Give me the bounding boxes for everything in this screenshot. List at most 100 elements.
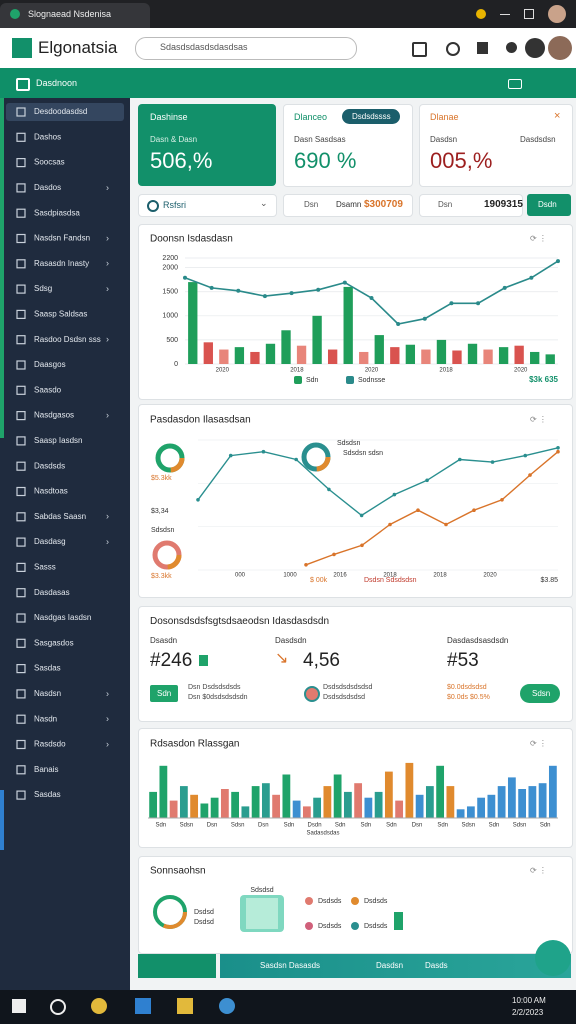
kpi-value: #53 <box>447 650 479 671</box>
filter-label: Dsn <box>304 200 319 209</box>
button-text[interactable]: Sdn <box>157 689 172 698</box>
icon[interactable] <box>412 42 427 57</box>
profile[interactable] <box>548 5 566 23</box>
chevron: › <box>106 258 109 268</box>
bottom-item[interactable]: Sasdsn Dasasds <box>260 961 321 970</box>
tab-title[interactable]: Slognaead Nsdenisa <box>28 9 112 19</box>
badge-text[interactable]: Dsdsdssss <box>352 112 391 121</box>
sidebar-item[interactable]: Sasdpiasdsa <box>34 208 80 217</box>
sidebar-item[interactable]: Sasdas <box>34 790 61 799</box>
app-icon[interactable] <box>91 998 107 1014</box>
button[interactable] <box>150 685 178 702</box>
app-icon[interactable] <box>135 998 151 1014</box>
label: Dsdsds <box>318 923 342 930</box>
app-icon[interactable] <box>177 998 193 1014</box>
search-placeholder[interactable]: Sdasdsdasdsdasdsas <box>160 42 248 52</box>
search-box[interactable] <box>135 37 357 60</box>
sidebar-item[interactable]: Sasgasdos <box>34 638 74 647</box>
sidebar-item[interactable]: Rasasdn Inasty <box>34 259 89 268</box>
point <box>196 498 200 502</box>
button-text[interactable]: Sdsn <box>532 689 551 698</box>
sidebar-item[interactable]: Rasdoo Dsdsn sss <box>34 335 101 344</box>
sidebar-item[interactable]: Saasdo <box>34 385 62 394</box>
bar <box>313 797 322 818</box>
line <box>197 447 559 517</box>
sidebar-item[interactable]: Sabdas Saasn <box>34 512 86 521</box>
point <box>556 259 560 264</box>
card-sub: Dasdsdsn <box>520 135 556 144</box>
point <box>556 449 560 454</box>
sidebar-icon <box>16 638 26 648</box>
button[interactable] <box>520 684 560 703</box>
badge[interactable] <box>342 109 400 124</box>
sidebar-item[interactable]: Desdoodasdsd <box>34 107 87 116</box>
icon[interactable] <box>446 42 460 56</box>
sidebar-item[interactable]: Nasdn <box>34 714 57 723</box>
avatar[interactable] <box>548 36 572 60</box>
kpi-icon <box>304 686 320 702</box>
maximize[interactable] <box>524 9 534 19</box>
filter[interactable] <box>419 194 523 217</box>
card-value: 506,% <box>150 148 213 173</box>
sidebar-item[interactable]: Nasdgasos <box>34 411 74 420</box>
kpi-spark <box>199 655 208 666</box>
bar <box>483 349 493 364</box>
sidebar-item[interactable]: Rasdsdo <box>34 740 66 749</box>
point <box>523 453 528 458</box>
point <box>332 552 336 557</box>
sidebar-item[interactable]: Nasdgas Iasdsn <box>34 613 91 622</box>
clock-time: 10:00 AM <box>512 996 546 1005</box>
x-tick-label: 2018 <box>439 368 453 374</box>
sidebar-item[interactable]: Daasgos <box>34 360 66 369</box>
icon[interactable] <box>525 38 545 58</box>
sidebar-item[interactable]: Saasp Iasdsn <box>34 436 82 445</box>
donut <box>152 540 182 570</box>
sidebar-item[interactable]: Dashos <box>34 132 61 141</box>
ext-icon[interactable] <box>476 9 486 19</box>
close-icon[interactable]: × <box>554 110 561 122</box>
card[interactable] <box>419 104 573 187</box>
sidebar-item[interactable]: Dasdos <box>34 183 61 192</box>
sidebar-item[interactable]: Saasp Saldsas <box>34 310 87 319</box>
sidebar-item[interactable]: Dasdasas <box>34 588 70 597</box>
x-tick-label: Sdsn <box>513 823 527 829</box>
sidebar-item[interactable]: Sdsg <box>34 284 52 293</box>
card[interactable] <box>138 104 276 186</box>
sidebar-item[interactable]: Nasdsn <box>34 689 61 698</box>
sidebar-item[interactable]: Sasdas <box>34 664 61 673</box>
start-button[interactable] <box>12 999 26 1013</box>
sidebar-item[interactable]: Soocsas <box>34 158 65 167</box>
bar <box>149 791 158 818</box>
sidebar-icon <box>16 411 26 421</box>
bottom-item[interactable]: Dasds <box>425 961 448 970</box>
bar <box>327 349 338 364</box>
sidebar-icon <box>16 765 26 775</box>
icon[interactable] <box>477 42 488 54</box>
point <box>289 291 294 296</box>
x-tick-label: 2020 <box>483 573 497 579</box>
sidebar-item[interactable]: Dasdasg <box>34 537 66 546</box>
tab[interactable] <box>0 3 150 28</box>
select-text[interactable]: Rsfsri <box>163 200 186 210</box>
y-tick-label: 1000 <box>162 313 178 320</box>
header-icon[interactable] <box>508 79 522 89</box>
fab[interactable] <box>535 940 571 976</box>
x-tick-label: Sdsn <box>180 823 194 829</box>
sidebar-item[interactable]: Nasdtoas <box>34 487 68 496</box>
app-icon[interactable] <box>219 998 235 1014</box>
point <box>490 460 495 464</box>
bottom-item[interactable]: Dasdsn <box>376 961 404 970</box>
select[interactable] <box>138 194 277 217</box>
button[interactable] <box>527 194 571 216</box>
search-button[interactable] <box>50 999 66 1015</box>
block <box>246 898 278 929</box>
icon[interactable] <box>506 42 517 53</box>
minimize[interactable] <box>500 14 510 15</box>
sidebar-item[interactable]: Banais <box>34 765 58 774</box>
button-text[interactable]: Dsdn <box>538 200 557 209</box>
sidebar-item[interactable]: Sasss <box>34 563 56 572</box>
sidebar-item[interactable]: Nasdsn Fandsn <box>34 234 90 243</box>
filter[interactable] <box>283 194 413 217</box>
bar <box>545 354 555 364</box>
sidebar-item[interactable]: Dasdsds <box>34 461 65 470</box>
